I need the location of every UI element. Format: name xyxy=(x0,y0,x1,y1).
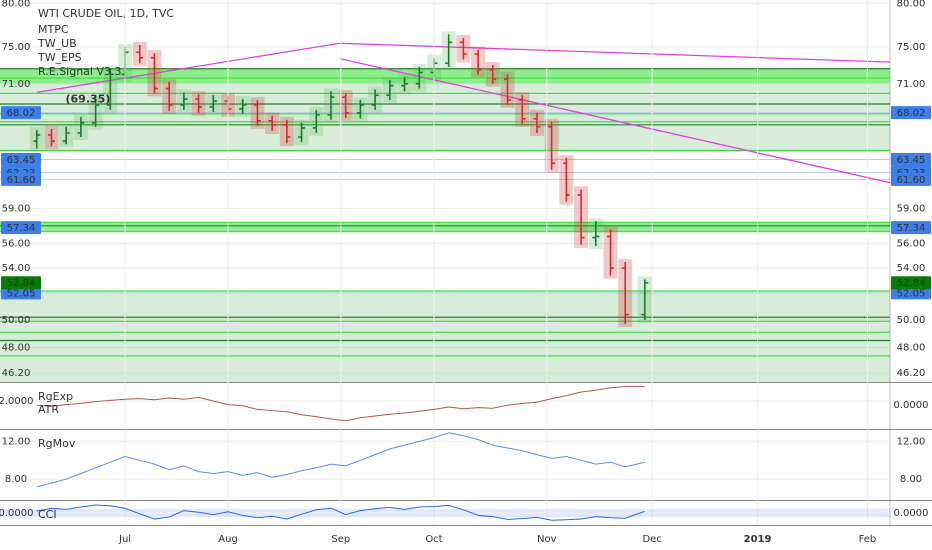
y-tick-label: 54.00 xyxy=(2,263,31,274)
chart-title: WTI CRUDE OIL, 1D, TVC xyxy=(38,7,174,20)
y-tick-label: 71.00 xyxy=(2,79,31,90)
y-tick-label: 59.00 xyxy=(897,203,926,214)
x-tick-label: Jul xyxy=(118,534,131,545)
price-tag-label: 52.84 xyxy=(7,278,36,289)
y-tick-label: 75.00 xyxy=(897,42,926,53)
price-tag xyxy=(891,286,931,300)
price-tag xyxy=(1,152,41,166)
indicator-label: R.E.Signal V3.3 xyxy=(38,65,122,78)
price-tag xyxy=(1,172,41,186)
pane-tick-label: 12.00 xyxy=(2,436,31,447)
price-tag-label: 61.60 xyxy=(7,175,36,186)
pane-tick-label: 0.0000 xyxy=(0,508,34,519)
x-tick-label: Aug xyxy=(218,534,238,545)
y-tick-label: 46.20 xyxy=(897,368,926,379)
price-tag xyxy=(1,106,41,120)
indicator-line xyxy=(36,432,645,488)
price-tag xyxy=(1,276,41,290)
price-tag-label: 52.84 xyxy=(897,278,926,289)
price-tag-label: 63.45 xyxy=(7,155,36,166)
y-tick-label: 50.00 xyxy=(897,315,926,326)
price-tag xyxy=(1,286,41,300)
y-tick-label: 56.00 xyxy=(897,239,926,250)
price-tag xyxy=(891,221,931,235)
trend-line xyxy=(339,42,890,63)
price-tag-label: 52.05 xyxy=(7,288,36,299)
indicator-label: TW_EPS xyxy=(37,51,82,64)
zone xyxy=(0,222,890,232)
price-tag-label: 52.05 xyxy=(897,288,926,299)
zone xyxy=(0,68,890,84)
pane-tick-label: 8.00 xyxy=(900,474,922,485)
price-tag-label: 68.02 xyxy=(897,108,926,119)
price-tag-label: 68.02 xyxy=(7,108,36,119)
price-tag-label: 63.45 xyxy=(897,155,926,166)
price-tag-label: 57.34 xyxy=(7,223,36,234)
y-tick-label: 56.00 xyxy=(2,239,31,250)
x-tick-label: Dec xyxy=(642,534,661,545)
trend-line xyxy=(339,57,890,184)
y-tick-label: 54.00 xyxy=(897,263,926,274)
indicator-line xyxy=(36,386,645,422)
y-tick-label: 50.00 xyxy=(2,315,31,326)
price-tag xyxy=(891,152,931,166)
x-tick-label: 2019 xyxy=(744,534,772,545)
y-tick-label: 75.00 xyxy=(2,42,31,53)
pane-label: ATR xyxy=(38,403,59,416)
trend-line xyxy=(36,42,340,93)
price-tag xyxy=(1,221,41,235)
x-tick-label: Feb xyxy=(859,534,877,545)
annotation: (69.35) xyxy=(65,93,110,106)
pane-tick-label: 12.00 xyxy=(897,436,926,447)
pane-tick-label: 0.0000 xyxy=(894,508,929,519)
indicator-label: MTPC xyxy=(38,23,69,36)
y-tick-label: 59.00 xyxy=(2,203,31,214)
x-tick-label: Nov xyxy=(537,534,557,545)
pane-label: CCI xyxy=(38,508,57,521)
y-tick-label: 71.00 xyxy=(897,79,926,90)
pane-label: RgMov xyxy=(38,437,76,450)
x-tick-label: Oct xyxy=(425,534,442,545)
y-tick-label: 48.00 xyxy=(897,342,926,353)
y-tick-label: 80.00 xyxy=(2,0,31,9)
price-tag xyxy=(891,106,931,120)
price-tag-label: 57.34 xyxy=(897,223,926,234)
pane-tick-label: 2.0000 xyxy=(0,396,34,407)
x-tick-label: Sep xyxy=(331,534,350,545)
y-tick-label: 80.00 xyxy=(897,0,926,9)
zone xyxy=(0,290,890,382)
indicator-line xyxy=(36,504,645,521)
indicator-label: TW_UB xyxy=(37,37,77,50)
y-tick-label: 46.20 xyxy=(2,368,31,379)
main-pane xyxy=(0,2,890,382)
pane-tick-label: 0.0000 xyxy=(894,400,929,411)
price-tag xyxy=(891,276,931,290)
pane-tick-label: 8.00 xyxy=(5,474,27,485)
y-tick-label: 48.00 xyxy=(2,342,31,353)
price-tag-label: 61.60 xyxy=(897,175,926,186)
pane-label: RgExp xyxy=(38,390,73,403)
price-tag xyxy=(891,172,931,186)
zone xyxy=(0,83,890,151)
